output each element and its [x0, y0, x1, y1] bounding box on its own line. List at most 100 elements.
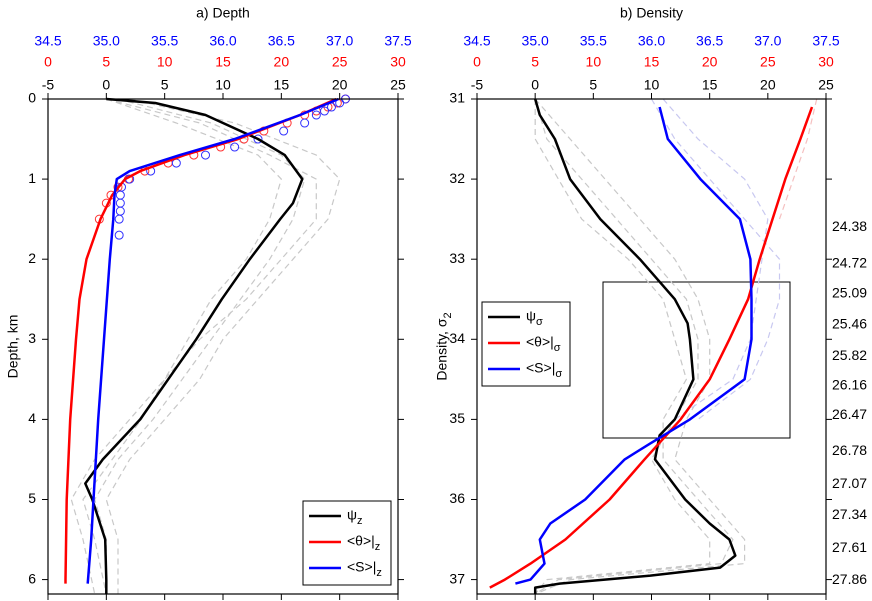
ensemble-line	[778, 98, 818, 220]
data-point	[279, 126, 289, 136]
y2-tick-label: 25.46	[832, 316, 867, 332]
data-point	[113, 182, 123, 192]
y-tick-label: 34	[449, 330, 465, 346]
legend-label-subscript: z	[357, 515, 363, 527]
y2-tick-label: 25.82	[832, 347, 867, 363]
y-axis-label: Density, σ2	[434, 312, 454, 380]
y-tick-label: 36	[449, 490, 465, 506]
x2-tick-label: 30	[390, 54, 406, 70]
x2-tick-label: 15	[644, 54, 660, 70]
y-tick-label: 35	[449, 410, 465, 426]
y2-tick-label: 27.34	[832, 506, 867, 522]
profile-line	[515, 106, 753, 585]
x-tick-label: 25	[818, 77, 834, 93]
y-tick-label: 3	[28, 330, 36, 346]
x-tick-label: 10	[215, 77, 231, 93]
x3-tick-label: 34.5	[34, 33, 61, 49]
legend-label: <S>|z	[347, 559, 382, 579]
data-point	[114, 230, 124, 240]
y2-tick-label: 26.78	[832, 442, 867, 458]
data-point	[201, 150, 210, 160]
legend-label-subscript: z	[375, 541, 381, 553]
plot-frame	[476, 98, 827, 595]
x2-tick-label: 10	[586, 54, 602, 70]
y-tick-label: 0	[28, 90, 36, 106]
plot-frame	[47, 98, 399, 595]
ensemble-line	[70, 98, 317, 595]
x2-tick-label: 20	[274, 54, 290, 70]
data-point	[114, 214, 124, 224]
x-tick-label: 20	[332, 77, 348, 93]
x3-tick-label: 36.0	[209, 33, 236, 49]
data-point	[115, 206, 125, 216]
y2-tick-label: 24.38	[832, 218, 867, 234]
x3-tick-label: 37.0	[754, 33, 781, 49]
legend-label-subscript: σ	[536, 316, 543, 328]
y2-tick-label: 27.86	[832, 571, 867, 587]
x3-tick-label: 35.5	[580, 33, 607, 49]
x3-tick-label: 35.0	[93, 33, 120, 49]
y-tick-label: 37	[449, 570, 465, 586]
legend-label-subscript: σ	[555, 368, 562, 380]
ensemble-line	[662, 98, 769, 420]
profile-line	[533, 98, 737, 594]
legend-label: <S>|σ	[526, 360, 562, 380]
data-point	[300, 118, 310, 128]
zoom-box	[602, 281, 791, 439]
y2-tick-label: 26.16	[832, 376, 867, 392]
profile-line	[86, 97, 339, 584]
x3-tick-label: 35.0	[522, 33, 549, 49]
legend-label-subscript: σ	[554, 342, 561, 354]
ensemble-line	[94, 98, 306, 594]
y-axis-label-subscript: 2	[442, 312, 454, 318]
x-tick-label: 5	[589, 77, 597, 93]
x-tick-label: -5	[42, 77, 55, 93]
y2-tick-label: 27.07	[832, 475, 867, 491]
ensemble-line	[534, 98, 711, 595]
y2-tick-label: 24.72	[832, 255, 867, 271]
x3-tick-label: 37.0	[326, 33, 353, 49]
y-tick-label: 1	[28, 170, 36, 186]
data-point	[311, 110, 321, 120]
y-tick-label: 31	[449, 90, 465, 106]
data-point	[115, 190, 125, 200]
x-tick-label: 15	[702, 77, 718, 93]
x-tick-label: 20	[760, 77, 776, 93]
x3-tick-label: 37.5	[384, 33, 411, 49]
y2-tick-label: 25.09	[832, 284, 867, 300]
x2-tick-label: 25	[760, 54, 776, 70]
ensemble-line	[650, 98, 781, 420]
y-tick-label: 5	[28, 490, 36, 506]
y-tick-label: 33	[449, 250, 465, 266]
y-axis-label: Depth, km	[5, 315, 21, 379]
x-tick-label: 10	[644, 77, 660, 93]
x2-tick-label: 25	[332, 54, 348, 70]
x2-tick-label: 0	[473, 54, 481, 70]
panel-title: a) Depth	[196, 5, 250, 21]
x3-tick-label: 36.5	[268, 33, 295, 49]
x2-tick-label: 30	[818, 54, 834, 70]
legend-label: <θ>|z	[347, 533, 380, 553]
data-point	[253, 134, 263, 144]
x2-tick-label: 0	[44, 54, 52, 70]
x3-tick-label: 34.5	[463, 33, 490, 49]
x3-tick-label: 36.5	[696, 33, 723, 49]
data-point	[320, 106, 329, 116]
x3-tick-label: 36.0	[638, 33, 665, 49]
x3-tick-label: 35.5	[151, 33, 178, 49]
x2-tick-label: 10	[157, 54, 173, 70]
x2-tick-label: 5	[531, 54, 539, 70]
panel-title: b) Density	[620, 5, 683, 21]
x-tick-label: 25	[390, 77, 406, 93]
legend-label-subscript: z	[376, 567, 382, 579]
x-tick-label: 0	[102, 77, 110, 93]
x-tick-label: 0	[531, 77, 539, 93]
x-tick-label: 5	[161, 77, 169, 93]
ensemble-line	[105, 98, 341, 594]
y-tick-label: 2	[28, 250, 36, 266]
x-tick-label: 15	[274, 77, 290, 93]
y-tick-label: 6	[28, 570, 36, 586]
x2-tick-label: 5	[102, 54, 110, 70]
x2-tick-label: 15	[215, 54, 231, 70]
